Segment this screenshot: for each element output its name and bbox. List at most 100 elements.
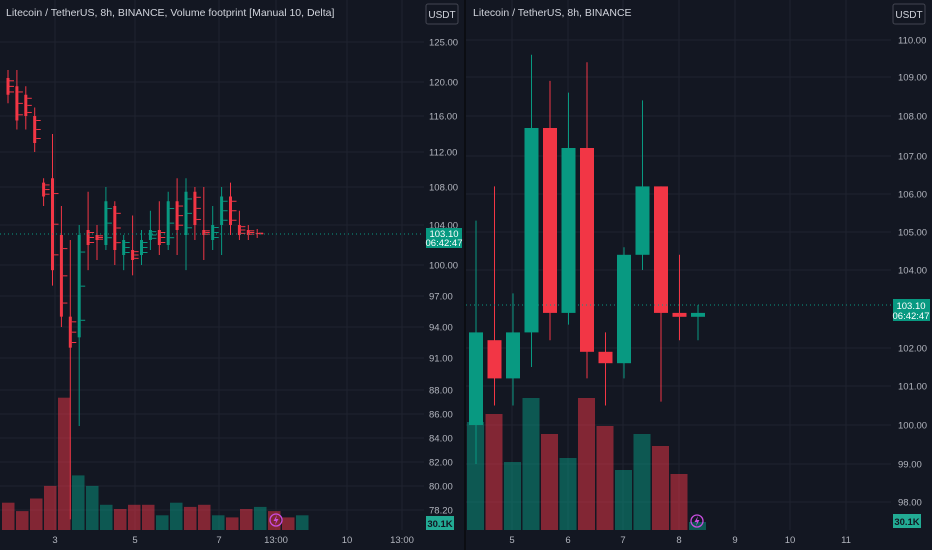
right-time-tick: 8 bbox=[676, 535, 681, 546]
left-volume-bar bbox=[16, 511, 29, 530]
left-candle-body bbox=[59, 235, 63, 317]
right-price-tick: 108.00 bbox=[898, 112, 927, 123]
svg-text:USDT: USDT bbox=[428, 10, 455, 21]
left-price-tick: 100.00 bbox=[429, 261, 458, 272]
left-volume-tag: 30.1K bbox=[426, 516, 454, 530]
left-candle-body bbox=[237, 225, 241, 235]
right-price-tick: 104.00 bbox=[898, 266, 927, 277]
left-price-tick: 84.00 bbox=[429, 434, 453, 445]
left-price-tick: 94.00 bbox=[429, 323, 453, 334]
right-candle-body bbox=[469, 332, 483, 425]
left-volume-bar bbox=[100, 504, 113, 530]
left-price-tick: 86.00 bbox=[429, 410, 453, 421]
left-price-tick: 125.00 bbox=[429, 38, 458, 49]
left-volume-bar bbox=[184, 506, 197, 530]
pane-divider[interactable] bbox=[464, 0, 466, 550]
right-candle-body bbox=[506, 332, 520, 379]
right-chart-title: Litecoin / TetherUS, 8h, BINANCE bbox=[473, 7, 632, 19]
right-time-tick: 6 bbox=[565, 535, 570, 546]
right-candle-body bbox=[487, 340, 502, 379]
left-currency-button[interactable]: USDT bbox=[425, 3, 459, 25]
left-candle-body bbox=[255, 233, 259, 234]
left-candle-body bbox=[220, 196, 224, 225]
left-volume-bar bbox=[86, 485, 99, 530]
right-chart-pane[interactable]: 110.00 109.00 108.00 107.00 106.00 105.00 104.… bbox=[466, 0, 932, 550]
right-volume-bar bbox=[652, 446, 669, 530]
svg-text:30.1K: 30.1K bbox=[427, 519, 452, 530]
left-candle-body bbox=[95, 235, 99, 240]
right-time-tick: 7 bbox=[620, 535, 625, 546]
left-volume-bar bbox=[240, 509, 253, 530]
left-price-tick: 80.00 bbox=[429, 482, 453, 493]
left-price-tag: 103.10 06:42:47 bbox=[426, 228, 462, 249]
left-time-tick: 7 bbox=[216, 535, 221, 546]
right-candle-body bbox=[654, 186, 668, 313]
right-volume-bar bbox=[633, 434, 651, 530]
right-price-tick: 110.00 bbox=[898, 36, 926, 47]
right-volume-bar bbox=[485, 414, 503, 530]
right-volume-bar bbox=[615, 470, 632, 530]
left-candle-body bbox=[122, 240, 126, 255]
left-price-tick: 104.00 bbox=[429, 221, 458, 232]
right-currency-button[interactable]: USDT bbox=[892, 3, 926, 25]
left-candle-body bbox=[42, 182, 46, 197]
right-price-tick: 102.00 bbox=[898, 344, 927, 355]
left-price-tick: 116.00 bbox=[429, 112, 457, 123]
left-candle-body bbox=[15, 86, 19, 121]
svg-text:103.10: 103.10 bbox=[429, 229, 458, 240]
left-price-tick: 97.00 bbox=[429, 292, 453, 303]
left-volume-bar bbox=[72, 475, 85, 530]
right-price-tick: 100.00 bbox=[898, 421, 927, 432]
left-volume-bar bbox=[170, 502, 183, 530]
left-price-tick: 120.00 bbox=[429, 78, 458, 89]
svg-text:30.1K: 30.1K bbox=[894, 517, 919, 528]
right-volume-bar bbox=[522, 398, 540, 530]
right-lightning-icon[interactable] bbox=[690, 514, 704, 528]
right-time-tick: 10 bbox=[785, 535, 796, 546]
right-volume-bar bbox=[504, 462, 521, 530]
left-volume-bar bbox=[226, 517, 239, 530]
right-price-tick: 99.00 bbox=[898, 460, 922, 471]
left-chart-pane[interactable]: 125.00 120.00 116.00 112.00 108.00 104.00 100.… bbox=[0, 0, 464, 550]
right-candle-body bbox=[580, 148, 594, 352]
left-volume-bar bbox=[114, 509, 127, 530]
left-price-tick: 91.00 bbox=[429, 354, 453, 365]
left-candle-body bbox=[229, 196, 232, 225]
left-candle-body bbox=[166, 201, 170, 245]
left-volume-bar bbox=[296, 515, 309, 530]
left-candle-body bbox=[184, 191, 188, 235]
left-candle-body bbox=[193, 191, 197, 225]
left-candle-body bbox=[246, 230, 250, 235]
left-candle-body bbox=[202, 230, 206, 235]
svg-text:103.10: 103.10 bbox=[896, 301, 925, 312]
left-time-tick: 13:00 bbox=[264, 535, 288, 546]
left-candle-body bbox=[104, 201, 108, 245]
left-candle-body bbox=[77, 235, 81, 338]
right-time-tick: 9 bbox=[732, 535, 737, 546]
right-volume-bar bbox=[689, 522, 706, 530]
left-time-tick: 13:00 bbox=[390, 535, 414, 546]
right-price-tick: 105.00 bbox=[898, 228, 927, 239]
svg-text:USDT: USDT bbox=[895, 10, 922, 21]
left-time-tick: 3 bbox=[52, 535, 57, 546]
left-price-tick: 108.00 bbox=[429, 183, 458, 194]
left-candle-body bbox=[33, 116, 37, 143]
left-volume-bar bbox=[44, 485, 57, 530]
right-candle-body bbox=[561, 148, 576, 313]
right-candle-body bbox=[543, 128, 557, 313]
left-candle-body bbox=[140, 240, 143, 255]
svg-text:06:42:47: 06:42:47 bbox=[893, 311, 930, 322]
right-time-tick: 5 bbox=[509, 535, 514, 546]
left-volume-bar bbox=[128, 504, 141, 530]
right-volume-bar bbox=[559, 458, 577, 530]
left-lightning-icon[interactable] bbox=[269, 513, 283, 527]
right-price-tick: 107.00 bbox=[898, 152, 927, 163]
right-volume-bar bbox=[670, 474, 688, 530]
left-volume-bar bbox=[142, 504, 155, 530]
left-volume-bar bbox=[282, 517, 295, 530]
left-candle-body bbox=[113, 206, 117, 250]
left-price-tick: 88.00 bbox=[429, 386, 453, 397]
right-candle-body bbox=[691, 312, 705, 317]
right-volume-bar bbox=[578, 398, 595, 530]
